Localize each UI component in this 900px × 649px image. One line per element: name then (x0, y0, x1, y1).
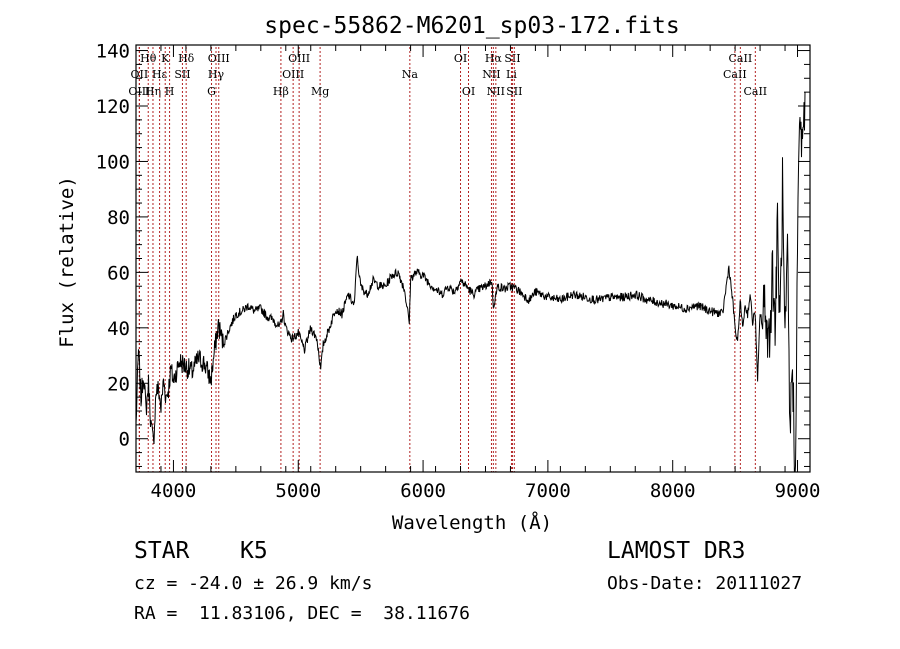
line-marker-label: G (207, 85, 216, 98)
x-axis-label: Wavelength (Å) (392, 511, 552, 534)
x-tick-label: 6000 (400, 480, 446, 502)
line-marker-label: NII (482, 68, 500, 81)
line-marker-label: SII (174, 68, 190, 81)
line-marker-label: Hθ (140, 52, 157, 65)
line-marker-label: K (161, 52, 170, 65)
y-tick-label: 120 (96, 96, 130, 118)
x-tick-label: 8000 (650, 480, 696, 502)
y-tick-label: 60 (107, 262, 130, 284)
line-marker-label: H (165, 85, 175, 98)
line-marker-label: OIII (128, 85, 150, 98)
line-marker-label: CaII (729, 52, 753, 65)
line-marker-label: CaII (723, 68, 747, 81)
line-marker-label: Mg (311, 85, 329, 98)
line-marker-label: Hα (485, 52, 503, 65)
plot-frame (135, 44, 811, 473)
line-marker-label: Hγ (208, 68, 225, 81)
line-marker-label: Hε (152, 68, 168, 81)
y-tick-label: 40 (107, 318, 130, 340)
object-subclass: K5 (240, 538, 268, 564)
line-marker-label: OI (454, 52, 467, 65)
line-marker-label: Hη (145, 85, 161, 98)
line-marker-label: OII (131, 68, 149, 81)
y-tick-label: 100 (96, 151, 130, 173)
line-marker-label: SII (504, 52, 520, 65)
x-tick-label: 9000 (775, 480, 821, 502)
coordinates: RA = 11.83106, DEC = 38.11676 (134, 603, 470, 624)
line-marker-label: OI (462, 85, 475, 98)
object-class: STAR (134, 538, 190, 564)
line-marker-label: OIII (208, 52, 230, 65)
plot-axes: 4000 5000 6000 7000 8000 9000 0 20 40 60 80 100 120 1… (96, 41, 821, 502)
line-marker-label: OIII (282, 68, 304, 81)
y-tick-label: 20 (107, 373, 130, 395)
x-tick-label: 5000 (275, 480, 321, 502)
line-marker-label: OIII (288, 52, 310, 65)
spectrum-line (136, 92, 806, 472)
y-tick-label: 140 (96, 41, 130, 63)
chart-title: spec-55862-M6201_sp03-172.fits (264, 13, 679, 39)
redshift-readout: cz = -24.0 ± 26.9 km/s (134, 573, 373, 594)
x-tick-label: 4000 (151, 480, 197, 502)
line-marker-label: Na (402, 68, 419, 81)
line-marker-label: NII (487, 85, 505, 98)
obs-date: Obs-Date: 20111027 (607, 573, 803, 594)
y-tick-label: 0 (119, 429, 130, 451)
spectrum-series (136, 92, 806, 472)
y-axis-label: Flux (relative) (56, 176, 78, 348)
x-tick-label: 7000 (525, 480, 571, 502)
survey-name: LAMOST DR3 (607, 538, 746, 564)
line-marker-label: Li (506, 68, 517, 81)
line-marker-label: CaII (743, 85, 767, 98)
line-marker-label: SII (506, 85, 522, 98)
y-tick-label: 80 (107, 207, 130, 229)
line-marker-label: Hδ (178, 52, 195, 65)
line-marker-label: Hβ (273, 85, 289, 98)
